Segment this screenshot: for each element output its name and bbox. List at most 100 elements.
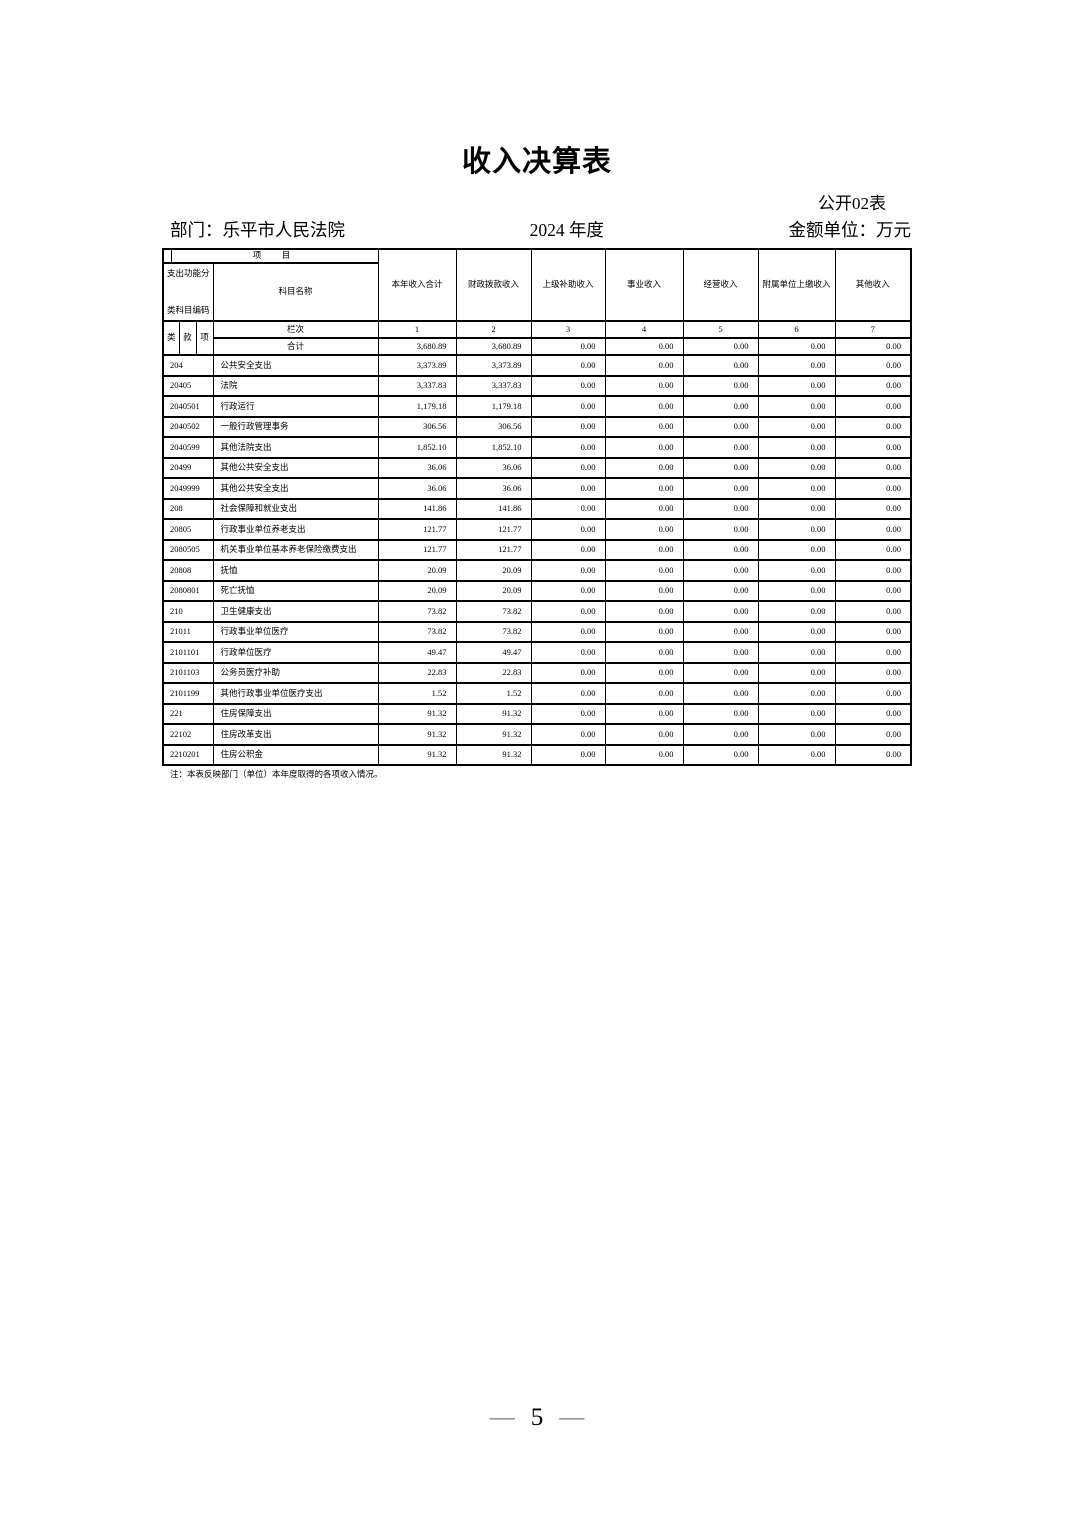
row-value: 0.00 (682, 743, 759, 766)
row-value: 0.00 (757, 415, 836, 438)
row-value: 0.00 (604, 559, 684, 582)
row-value: 0.00 (604, 374, 684, 397)
row-name: 卫生健康支出 (212, 600, 379, 623)
table-row: 2049999 其他公共安全支出 36.06 36.06 0.00 0.00 0.00 0.0… (162, 477, 912, 500)
row-value: 91.32 (377, 702, 457, 725)
row-value: 0.00 (604, 661, 684, 684)
row-value: 0.00 (604, 702, 684, 725)
row-value: 20.09 (377, 559, 457, 582)
row-value: 0.00 (682, 579, 759, 602)
row-value: 0.00 (834, 702, 912, 725)
row-value: 0.00 (530, 415, 606, 438)
row-value: 1,179.18 (455, 395, 532, 418)
total-value: 0.00 (834, 337, 912, 356)
row-value: 0.00 (604, 518, 684, 541)
column-header: 其他收入 (834, 248, 912, 322)
row-value: 0.00 (530, 661, 606, 684)
row-name: 住房改革支出 (212, 723, 379, 746)
row-value: 3,337.83 (377, 374, 457, 397)
row-code: 20405 (162, 374, 214, 397)
row-value: 0.00 (682, 456, 759, 479)
row-value: 0.00 (682, 641, 759, 664)
row-value: 20.09 (377, 579, 457, 602)
table-row: 208 社会保障和就业支出 141.86 141.86 0.00 0.00 0.00 0.00… (162, 497, 912, 520)
row-value: 0.00 (604, 538, 684, 561)
row-value: 0.00 (834, 559, 912, 582)
row-value: 0.00 (530, 559, 606, 582)
table-row: 21011 行政事业单位医疗 73.82 73.82 0.00 0.00 0.00 0.00 0… (162, 620, 912, 643)
row-value: 0.00 (834, 415, 912, 438)
row-code: 2080505 (162, 538, 214, 561)
table-row: 20499 其他公共安全支出 36.06 36.06 0.00 0.00 0.00 0.00 0… (162, 456, 912, 479)
row-value: 0.00 (682, 395, 759, 418)
row-value: 0.00 (757, 354, 836, 377)
row-value: 22.83 (377, 661, 457, 684)
row-value: 73.82 (455, 620, 532, 643)
row-value: 73.82 (455, 600, 532, 623)
row-value: 0.00 (530, 456, 606, 479)
total-value: 0.00 (604, 337, 684, 356)
row-value: 0.00 (604, 600, 684, 623)
page-number-value: 5 (530, 1404, 544, 1431)
row-value: 0.00 (757, 497, 836, 520)
table-row: 204 公共安全支出 3,373.89 3,373.89 0.00 0.00 0.00 0.0… (162, 354, 912, 377)
year-label: 2024 年度 (529, 220, 604, 240)
row-value: 20.09 (455, 559, 532, 582)
row-value: 141.86 (455, 497, 532, 520)
table-row: 22102 住房改革支出 91.32 91.32 0.00 0.00 0.00 0.00 0.0… (162, 723, 912, 746)
row-value: 49.47 (377, 641, 457, 664)
row-value: 0.00 (757, 538, 836, 561)
row-value: 0.00 (682, 354, 759, 377)
row-value: 91.32 (455, 743, 532, 766)
row-value: 1,179.18 (377, 395, 457, 418)
row-code: 2101103 (162, 661, 214, 684)
row-value: 0.00 (834, 661, 912, 684)
row-value: 0.00 (682, 620, 759, 643)
row-value: 0.00 (530, 518, 606, 541)
row-value: 0.00 (530, 641, 606, 664)
row-name: 行政事业单位医疗 (212, 620, 379, 643)
row-value: 3,337.83 (455, 374, 532, 397)
row-value: 0.00 (530, 600, 606, 623)
row-value: 0.00 (757, 682, 836, 705)
row-code: 2101199 (162, 682, 214, 705)
row-value: 306.56 (455, 415, 532, 438)
total-row-label: 合计 (212, 337, 379, 356)
income-table: 项 目 本年收入合计 财政拨款收入 上级补助收入 事业收入 经营收入 附属单位上… (162, 248, 913, 766)
row-value: 36.06 (455, 456, 532, 479)
row-code: 221 (162, 702, 214, 725)
row-value: 0.00 (834, 436, 912, 459)
table-row: 2080801 死亡抚恤 20.09 20.09 0.00 0.00 0.00 0.00 0.0… (162, 579, 912, 602)
row-value: 0.00 (757, 743, 836, 766)
row-value: 0.00 (834, 354, 912, 377)
row-code: 2049999 (162, 477, 214, 500)
row-value: 0.00 (530, 579, 606, 602)
row-value: 1,852.10 (377, 436, 457, 459)
row-code: 2080801 (162, 579, 214, 602)
row-value: 121.77 (455, 538, 532, 561)
row-value: 0.00 (834, 518, 912, 541)
row-code: 2040502 (162, 415, 214, 438)
column-number: 6 (757, 320, 836, 339)
row-value: 0.00 (757, 641, 836, 664)
row-value: 0.00 (757, 374, 836, 397)
table-row: 221 住房保障支出 91.32 91.32 0.00 0.00 0.00 0.00 0.00 (162, 702, 912, 725)
row-value: 91.32 (455, 702, 532, 725)
column-number: 4 (604, 320, 684, 339)
row-code: 2101101 (162, 641, 214, 664)
row-name: 住房保障支出 (212, 702, 379, 725)
row-name: 公共安全支出 (212, 354, 379, 377)
row-value: 0.00 (757, 579, 836, 602)
row-value: 0.00 (834, 641, 912, 664)
table-row: 2101199 其他行政事业单位医疗支出 1.52 1.52 0.00 0.00 0.00 0… (162, 682, 912, 705)
row-value: 91.32 (455, 723, 532, 746)
row-value: 121.77 (455, 518, 532, 541)
row-value: 0.00 (834, 600, 912, 623)
row-value: 0.00 (682, 436, 759, 459)
row-name: 一般行政管理事务 (212, 415, 379, 438)
row-name: 死亡抚恤 (212, 579, 379, 602)
row-code: 204 (162, 354, 214, 377)
code-column-header: 支出功能分 类科目编码 (162, 262, 214, 322)
column-header: 附属单位上缴收入 (757, 248, 836, 322)
row-value: 36.06 (377, 477, 457, 500)
